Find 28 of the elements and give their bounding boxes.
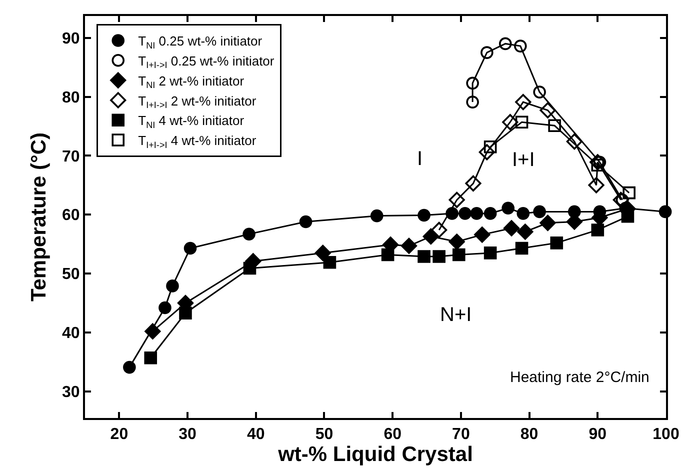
y-tick-label: 80 xyxy=(62,89,80,106)
y-tick-label: 70 xyxy=(62,148,80,166)
annotation: N+I xyxy=(440,304,472,326)
y-tick-label: 30 xyxy=(62,384,80,402)
legend-label: T$_{NI}$ 2 wt-% initiator xyxy=(138,73,245,90)
y-tick-label: 40 xyxy=(62,325,80,342)
y-tick-label: 90 xyxy=(62,30,80,48)
x-tick-label: 80 xyxy=(520,426,538,444)
x-tick-label: 60 xyxy=(384,426,402,444)
legend-label: T$_{NI}$ 0.25 wt-% initiator xyxy=(138,34,263,50)
legend-label: T$_{NI}$ 4 wt-% initiator xyxy=(138,113,245,130)
x-tick-label: 30 xyxy=(178,426,197,444)
y-tick-label: 60 xyxy=(62,207,80,224)
y-axis-title: Temperature (°C) xyxy=(28,132,51,302)
annotation: I+I xyxy=(512,149,535,171)
x-axis-title: wt-% Liquid Crystal xyxy=(277,443,473,466)
annotation: I xyxy=(417,148,423,170)
x-tick-label: 20 xyxy=(110,426,128,444)
x-tick-label: 40 xyxy=(246,426,265,444)
annotation: Heating rate 2°C/min xyxy=(510,369,650,386)
x-tick-label: 90 xyxy=(588,426,607,444)
x-tick-label: 70 xyxy=(452,426,470,444)
legend-label: T$_{I+I->I}$ 2 wt-% initiator xyxy=(138,93,257,110)
y-tick-label: 50 xyxy=(62,266,80,284)
x-tick-label: 100 xyxy=(652,426,680,444)
legend-label: T$_{I+I->I}$ 0.25 wt-% initiator xyxy=(138,53,275,70)
legend-label: T$_{I+I->I}$ 4 wt-% initiator xyxy=(138,133,257,150)
x-tick-label: 50 xyxy=(315,426,334,444)
